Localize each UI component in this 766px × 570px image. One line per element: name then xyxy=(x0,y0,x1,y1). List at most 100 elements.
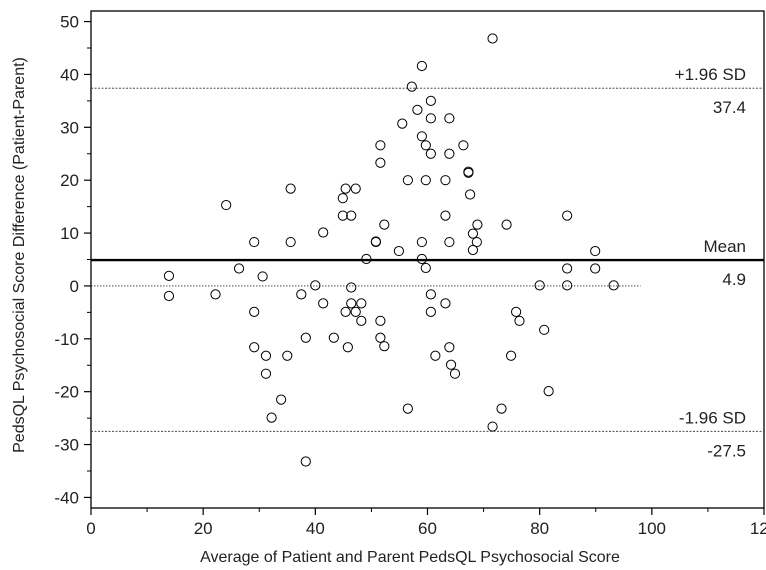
data-point xyxy=(356,315,367,326)
data-point xyxy=(501,219,512,230)
data-point xyxy=(608,280,619,291)
y-tick-label: -40 xyxy=(54,488,79,507)
data-point xyxy=(379,341,390,352)
data-point xyxy=(296,289,307,300)
y-tick-label: -10 xyxy=(54,330,79,349)
data-point xyxy=(402,403,413,414)
data-point xyxy=(444,148,455,159)
data-point xyxy=(412,104,423,115)
y-tick-label: 30 xyxy=(60,118,79,137)
data-point xyxy=(444,113,455,124)
data-point xyxy=(346,282,357,293)
data-point xyxy=(285,183,296,194)
data-point xyxy=(375,157,386,168)
data-point xyxy=(463,167,474,178)
data-point xyxy=(402,175,413,186)
x-axis: 0 20 40 60 80 100 120 xyxy=(86,508,766,538)
lower-limit-value-label: -27.5 xyxy=(707,441,746,460)
mean-value-label: 4.9 xyxy=(722,270,746,289)
data-point xyxy=(393,245,404,257)
data-point xyxy=(337,193,348,204)
data-point xyxy=(346,210,357,221)
data-point xyxy=(562,210,573,221)
data-point xyxy=(445,359,457,370)
data-point xyxy=(425,113,436,124)
data-point xyxy=(590,263,601,274)
y-tick-label: 0 xyxy=(70,277,79,296)
data-point xyxy=(375,315,386,326)
data-point xyxy=(346,298,357,309)
data-point xyxy=(163,290,175,302)
data-point xyxy=(300,456,311,467)
x-axis-title: Average of Patient and Parent PedsQL Psy… xyxy=(200,549,620,566)
data-point xyxy=(361,253,372,265)
data-point xyxy=(487,421,498,432)
data-point xyxy=(425,148,436,159)
data-point xyxy=(425,289,436,300)
data-point xyxy=(472,219,483,230)
data-point xyxy=(260,350,272,361)
data-point xyxy=(356,298,367,309)
data-point xyxy=(420,140,431,151)
data-point xyxy=(440,298,451,309)
data-point xyxy=(221,199,232,211)
data-point xyxy=(260,368,272,379)
data-point xyxy=(350,306,361,317)
data-point xyxy=(370,236,382,247)
data-point xyxy=(539,324,550,335)
data-point xyxy=(266,412,277,423)
data-point xyxy=(342,342,353,353)
x-tick-label: 20 xyxy=(194,519,213,538)
data-point xyxy=(416,253,427,265)
upper-limit-label: +1.96 SD xyxy=(675,65,746,84)
data-point xyxy=(233,263,245,274)
data-point xyxy=(379,219,390,230)
data-point xyxy=(465,189,476,200)
data-point xyxy=(249,342,260,353)
data-point xyxy=(276,394,287,405)
data-point xyxy=(420,175,431,186)
x-tick-label: 0 xyxy=(86,519,95,538)
data-point xyxy=(406,81,417,92)
data-point xyxy=(249,236,260,248)
x-tick-label: 60 xyxy=(418,519,437,538)
data-point xyxy=(340,183,351,194)
data-point xyxy=(543,386,554,397)
data-point xyxy=(300,332,311,343)
data-point xyxy=(350,183,361,194)
y-tick-label: 10 xyxy=(60,224,79,243)
data-point xyxy=(505,350,517,361)
data-point xyxy=(534,280,545,291)
data-point xyxy=(318,227,329,238)
data-point xyxy=(375,332,386,343)
data-point xyxy=(471,236,482,248)
y-axis-title: PedsQL Psychosocial Score Difference (Pa… xyxy=(11,57,28,453)
y-tick-label: 40 xyxy=(60,65,79,84)
y-tick-label: -30 xyxy=(54,436,79,455)
data-point xyxy=(562,280,573,291)
data-point xyxy=(340,306,351,317)
data-point xyxy=(163,270,175,281)
data-point xyxy=(444,342,455,353)
data-point xyxy=(310,280,321,291)
data-point xyxy=(210,289,221,300)
data-point xyxy=(318,298,329,309)
data-points xyxy=(163,33,619,467)
data-point xyxy=(425,95,436,106)
x-tick-label: 120 xyxy=(750,519,766,538)
mean-label: Mean xyxy=(703,237,746,256)
data-point xyxy=(562,263,573,274)
y-tick-label: 20 xyxy=(60,171,79,190)
data-point xyxy=(496,403,507,414)
data-point xyxy=(375,140,386,151)
data-point xyxy=(449,368,461,379)
reference-lines: +1.96 SD 37.4 Mean 4.9 -1.96 SD -27.5 xyxy=(91,65,764,460)
y-tick-label: -20 xyxy=(54,383,79,402)
data-point xyxy=(430,350,441,361)
data-point xyxy=(514,315,525,326)
upper-limit-value-label: 37.4 xyxy=(713,98,746,117)
data-point xyxy=(440,175,451,186)
data-point xyxy=(425,306,436,317)
data-point xyxy=(249,306,260,317)
